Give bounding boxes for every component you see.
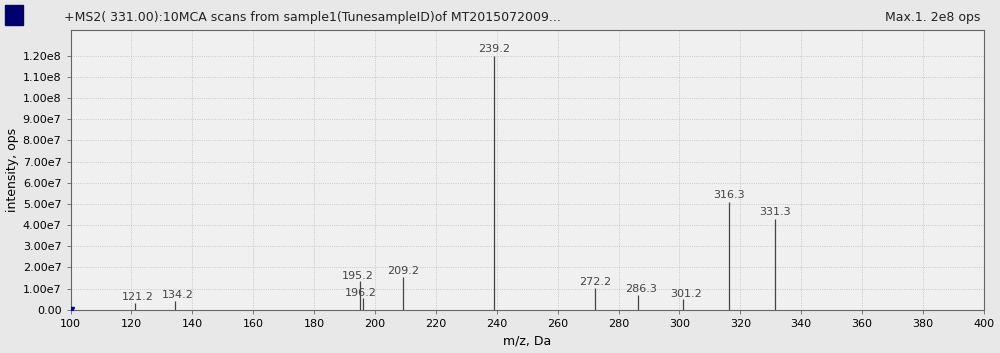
- Text: 134.2: 134.2: [162, 290, 194, 300]
- Text: 272.2: 272.2: [579, 277, 611, 287]
- X-axis label: m/z, Da: m/z, Da: [503, 334, 551, 347]
- Text: 301.2: 301.2: [670, 289, 702, 299]
- Text: 209.2: 209.2: [387, 267, 419, 276]
- Text: Max.1. 2e8 ops: Max.1. 2e8 ops: [885, 11, 980, 24]
- Text: 195.2: 195.2: [341, 271, 373, 281]
- Text: 331.3: 331.3: [759, 207, 791, 217]
- Text: 121.2: 121.2: [122, 292, 154, 302]
- Text: 286.3: 286.3: [625, 285, 657, 294]
- Text: 196.2: 196.2: [344, 288, 376, 298]
- Text: 239.2: 239.2: [478, 44, 510, 54]
- Text: 316.3: 316.3: [713, 190, 745, 200]
- Text: +MS2( 331.00):10MCA scans from sample1(TunesampleID)of MT2015072009...: +MS2( 331.00):10MCA scans from sample1(T…: [60, 11, 561, 24]
- Y-axis label: intensity, ops: intensity, ops: [6, 128, 19, 212]
